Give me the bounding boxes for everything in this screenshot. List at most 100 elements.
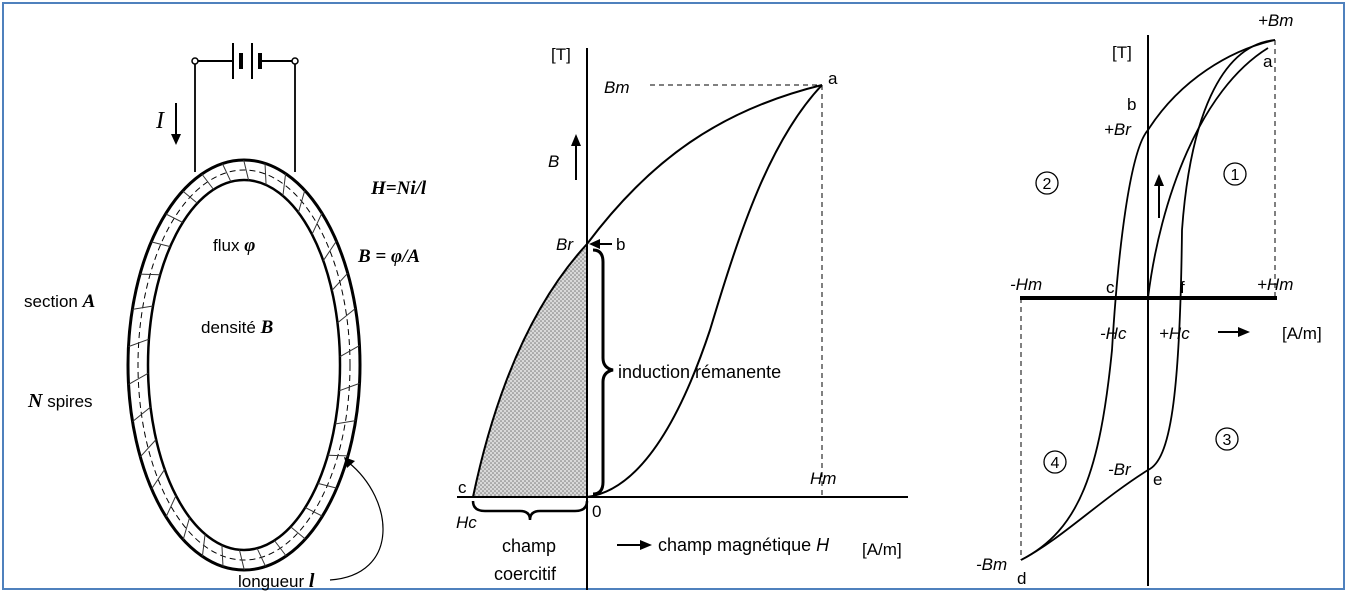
winding-turn (311, 212, 323, 235)
remanent-brace (592, 248, 614, 496)
loop-point-d: d (1017, 569, 1026, 588)
winding-turn (132, 406, 151, 422)
winding-turn (128, 372, 149, 385)
loop-plus-br: +Br (1104, 120, 1132, 139)
svg-text:4: 4 (1051, 455, 1060, 472)
winding-turn (165, 213, 184, 223)
remanent-label: induction rémanente (618, 362, 781, 382)
loop-minus-hm: -Hm (1010, 275, 1042, 294)
winding-turn (297, 190, 306, 213)
curve1-hc-label: Hc (456, 513, 477, 532)
section-label: section A (24, 291, 95, 312)
loop-minus-bm: -Bm (976, 555, 1007, 574)
winding-turn (139, 273, 161, 276)
winding-turn (264, 163, 267, 186)
loop-right-arrow-icon (1218, 327, 1250, 337)
winding-turn (151, 469, 166, 490)
descending-curve-lower (472, 243, 588, 498)
curve1-point-b: b (616, 235, 625, 254)
field-formula: H=Ni/l (370, 178, 427, 199)
descending-curve-upper (586, 84, 823, 245)
curve1-y-unit: [T] (551, 45, 571, 64)
coercive-label-line2: coercitif (494, 564, 557, 584)
b-up-arrow-icon (571, 134, 581, 180)
loop-plus-hc: +Hc (1159, 324, 1190, 343)
winding-turn (238, 549, 245, 571)
loop-minus-hc: -Hc (1100, 324, 1127, 343)
winding-turn (334, 420, 356, 425)
winding-turn (256, 548, 267, 567)
br-pointer-arrow-icon (589, 239, 612, 249)
winding-turn (290, 526, 306, 540)
winding-turn (132, 305, 154, 310)
winding-turn (221, 544, 224, 567)
winding-turn (337, 308, 356, 324)
coercive-brace (471, 500, 589, 521)
winding-turn (338, 382, 360, 392)
current-symbol: I (155, 108, 165, 134)
toroid-ring (126, 158, 362, 572)
winding-turn (317, 482, 337, 489)
flux-label: flux φ (213, 235, 255, 256)
h-right-arrow-icon (617, 540, 652, 550)
curve1-hm-label: Hm (810, 469, 836, 488)
loop-initial-curve (1147, 47, 1269, 299)
loop-up-arrow-icon (1154, 174, 1164, 218)
loop-point-a: a (1263, 52, 1273, 71)
winding-turn (243, 159, 250, 181)
winding-turn (339, 345, 360, 358)
quadrant-2-marker: 2 (1035, 171, 1059, 195)
flux-formula: B = φ/A (357, 246, 420, 267)
winding-turn (201, 173, 214, 190)
loop-point-b: b (1127, 95, 1136, 114)
winding-turn (182, 190, 198, 204)
quadrant-1-marker: 1 (1223, 162, 1247, 186)
winding-turn (327, 454, 349, 457)
length-pointer-arrow (329, 457, 384, 581)
current-arrow-icon (171, 103, 181, 145)
loop-point-e: e (1153, 470, 1162, 489)
winding-turn (139, 439, 157, 458)
curve1-origin: 0 (592, 502, 601, 521)
curve1-br-label: Br (556, 235, 574, 254)
winding-turn (304, 507, 323, 517)
battery-icon (195, 43, 295, 79)
curve1-b-label: B (548, 152, 559, 171)
quadrant-4-marker: 4 (1043, 450, 1067, 474)
field-label: champ magnétique H (658, 535, 830, 555)
toroid-diagram: I flux φ densité B section A N spires H=… (24, 43, 427, 592)
svg-text:3: 3 (1223, 432, 1232, 449)
curve1-x-unit: [A/m] (862, 540, 902, 559)
loop-minus-br: -Br (1108, 460, 1132, 479)
coercive-shaded-area (473, 244, 587, 497)
winding-turn (322, 240, 337, 261)
winding-turn (221, 163, 232, 182)
svg-text:1: 1 (1231, 167, 1240, 184)
loop-x-unit: [A/m] (1282, 324, 1322, 343)
coercive-label-line1: champ (502, 536, 556, 556)
first-magnetization-curve (586, 84, 823, 498)
loop-upper-branch (1020, 39, 1276, 561)
turns-label: N spires (27, 390, 93, 412)
loop-plus-hm: +Hm (1257, 275, 1293, 294)
loop-point-c: c (1106, 278, 1115, 297)
density-label: densité B (201, 317, 273, 338)
first-magnetization-chart: [T] Bm a B Br b induction rémanente Hm c… (456, 45, 908, 590)
loop-y-unit: [T] (1112, 43, 1132, 62)
winding-turn (151, 241, 171, 248)
winding-turn (165, 495, 177, 518)
winding-turn (128, 338, 150, 348)
svg-text:2: 2 (1043, 176, 1052, 193)
winding-turn (331, 272, 349, 291)
winding-turn (274, 540, 287, 557)
quadrant-3-marker: 3 (1215, 427, 1239, 451)
length-label: longueur l (238, 570, 315, 592)
winding-turn (282, 173, 287, 196)
winding-turn (201, 534, 206, 557)
hysteresis-loop-chart: 1 2 3 4 [T] +Bm a b +Br -Hm +Hm c f -Hc … (976, 11, 1322, 588)
loop-plus-bm: +Bm (1258, 11, 1293, 30)
curve1-point-c: c (458, 478, 467, 497)
loop-point-f: f (1180, 278, 1185, 297)
